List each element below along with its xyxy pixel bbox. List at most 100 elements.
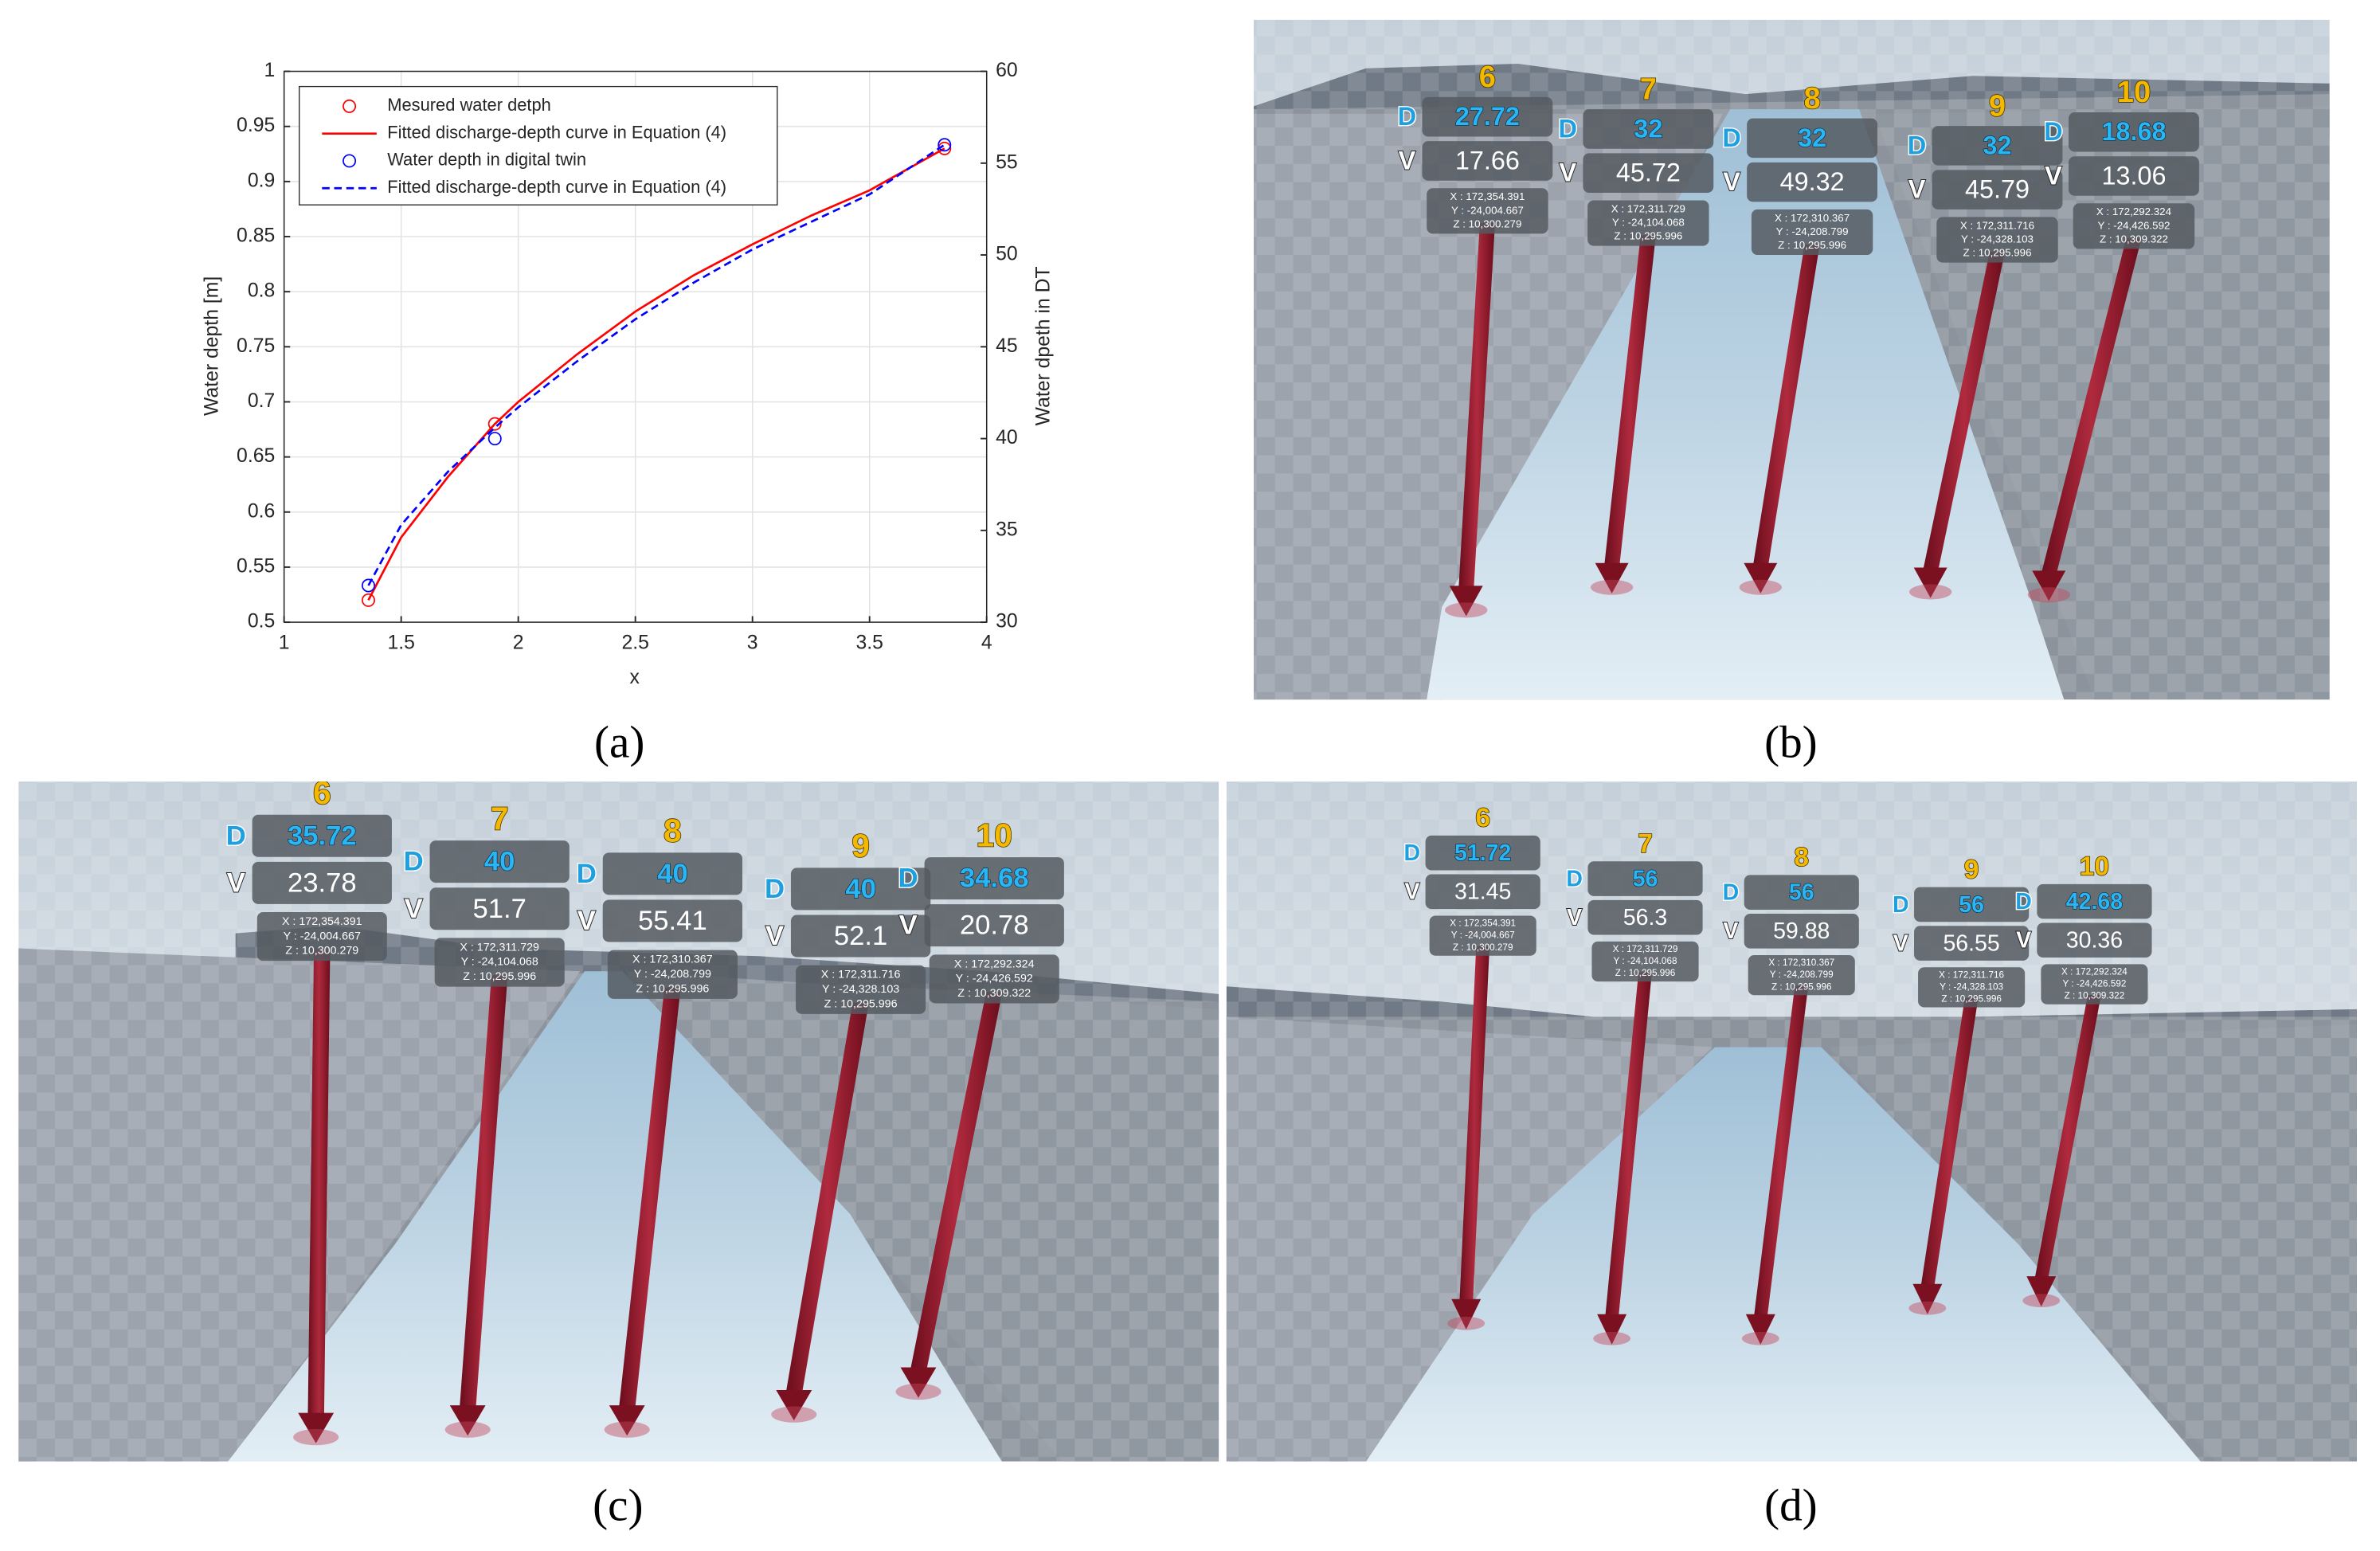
coord-x: X : 172,292.324 <box>2061 967 2128 977</box>
water <box>1365 1047 2201 1462</box>
d-value: 56 <box>1959 892 1984 918</box>
coord-box <box>1751 209 1873 256</box>
pole <box>1920 997 1979 1287</box>
coord-z: Z : 10,295.996 <box>1941 994 2002 1005</box>
gauge-id: 10 <box>977 817 1012 853</box>
pole-tip <box>1449 586 1483 617</box>
d-value: 40 <box>484 847 515 877</box>
d-value: 40 <box>657 859 688 889</box>
v-label: V <box>1560 159 1577 187</box>
pole-tip <box>609 1405 645 1436</box>
coord-z: Z : 10,309.322 <box>957 987 1031 1000</box>
v-label: V <box>227 868 245 898</box>
v-box <box>1744 914 1859 949</box>
d-box <box>1932 126 2063 166</box>
gauge-id: 6 <box>1475 804 1490 833</box>
d-box <box>252 814 392 857</box>
coord-y: Y : -24,004.667 <box>1451 204 1524 216</box>
d-label: D <box>2044 117 2062 146</box>
y2-tick-label: 50 <box>996 244 1018 265</box>
v-box <box>1583 153 1714 193</box>
v-value: 55.41 <box>638 906 707 936</box>
coord-x: X : 172,310.367 <box>632 954 713 966</box>
gauge-id: 7 <box>491 800 509 836</box>
x-tick-label: 2 <box>513 632 524 653</box>
coord-z: Z : 10,295.996 <box>636 982 709 995</box>
coord-z: Z : 10,300.279 <box>285 945 358 958</box>
d-value: 56 <box>1633 866 1658 891</box>
gauge-id: 7 <box>1640 72 1657 106</box>
coord-box <box>607 950 738 999</box>
coord-z: Z : 10,295.996 <box>1771 981 1832 992</box>
coord-y: Y : -24,328.103 <box>822 983 899 996</box>
v-label: V <box>405 894 423 924</box>
pole <box>2041 238 2142 574</box>
coord-box <box>256 912 387 962</box>
d-value: 34.68 <box>960 864 1029 894</box>
pole-splash <box>1445 602 1488 618</box>
v-value: 45.72 <box>1616 159 1681 187</box>
fit-line <box>367 143 945 586</box>
d-label: D <box>404 847 424 877</box>
pole <box>1459 946 1490 1302</box>
coord-z: Z : 10,295.996 <box>1963 247 2032 259</box>
pole-tip <box>449 1405 486 1436</box>
v-box <box>790 915 931 958</box>
v-label: V <box>1908 175 1926 204</box>
gauge-id: 10 <box>2117 76 2151 109</box>
x-tick-label: 1 <box>279 632 290 653</box>
coord-box <box>1427 188 1548 234</box>
pole-splash <box>444 1421 491 1438</box>
d-box <box>1744 875 1859 910</box>
y-tick-label: 0.75 <box>237 335 275 357</box>
d-value: 32 <box>1983 131 2011 159</box>
x-tick-label: 2.5 <box>621 632 648 653</box>
pole-splash <box>1741 1331 1779 1345</box>
coord-box <box>796 965 926 1014</box>
render-c: 6 35.72 D 23.78 V X : 172,354.391 Y : -24,004.… <box>18 781 1219 1462</box>
v-box <box>1932 170 2063 210</box>
v-label: V <box>765 921 784 951</box>
v-box <box>924 904 1064 947</box>
coord-y: Y : -24,208.799 <box>1770 969 1834 980</box>
coord-y: Y : -24,004.667 <box>284 930 361 942</box>
x-axis-label: x <box>630 667 640 688</box>
y-tick-label: 1 <box>264 60 275 81</box>
pole-tip <box>1912 1283 1943 1314</box>
pole-tip <box>2032 570 2066 601</box>
panel-caption: (c) <box>593 1481 643 1531</box>
x-tick-label: 3 <box>747 632 758 653</box>
v-box <box>2069 156 2199 196</box>
coord-y: Y : -24,426.592 <box>956 973 1033 985</box>
y2-tick-label: 45 <box>996 335 1018 357</box>
v-value: 23.78 <box>288 868 357 898</box>
d-value: 35.72 <box>288 821 357 851</box>
y2-tick-label: 55 <box>996 151 1018 173</box>
v-box <box>602 899 743 942</box>
y-tick-label: 0.7 <box>248 390 275 412</box>
axes-box <box>283 70 988 623</box>
pole-splash <box>2022 1294 2061 1308</box>
pole-tip <box>900 1367 937 1398</box>
pole <box>1923 252 2006 571</box>
v-value: 49.32 <box>1780 167 1845 196</box>
d-box <box>1747 118 1878 159</box>
coord-x: X : 172,354.391 <box>1450 190 1525 202</box>
d-label: D <box>1722 123 1740 152</box>
pole-tip <box>298 1412 335 1443</box>
coord-z: Z : 10,295.996 <box>1615 968 1676 978</box>
v-label: V <box>899 911 918 941</box>
y-axis-label: Water depth [m] <box>202 276 223 416</box>
pole <box>459 975 508 1408</box>
fit-line <box>367 147 945 601</box>
pole-splash <box>1908 1301 1947 1315</box>
coord-box <box>434 938 565 987</box>
pole <box>1458 223 1495 589</box>
y-tick-label: 0.6 <box>248 500 275 522</box>
coord-box <box>1918 967 2026 1008</box>
coord-y: Y : -24,328.103 <box>1940 981 2003 992</box>
coord-z: Z : 10,295.996 <box>1614 230 1682 242</box>
coord-x: X : 172,311.716 <box>1939 969 2004 980</box>
